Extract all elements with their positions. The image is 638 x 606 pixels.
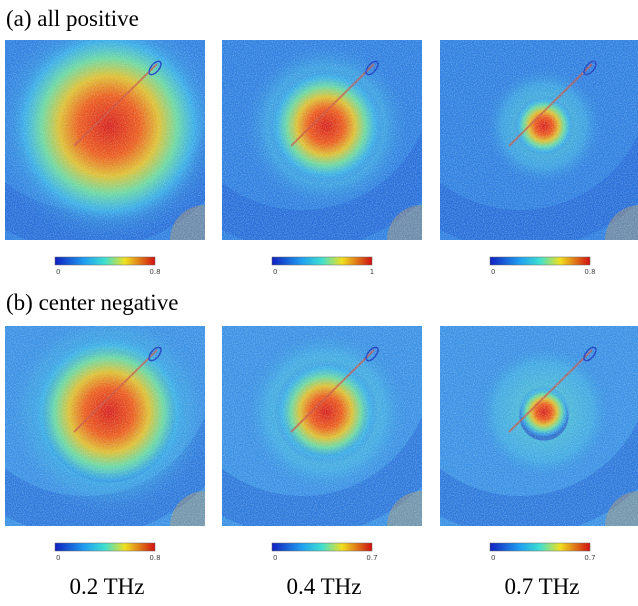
row-label: (b) center negative — [6, 290, 178, 315]
row-label: (a) all positive — [6, 6, 139, 31]
colorbar-min: 0 — [273, 554, 277, 562]
heatmap — [222, 40, 422, 240]
heatmap-panel: 0 0.7 — [440, 326, 638, 562]
colorbar-max: 1 — [370, 268, 374, 276]
colorbar-max: 0.7 — [366, 554, 377, 562]
heatmap-panel: 0 0.8 — [440, 40, 638, 276]
frequency-label: 0.4 THz — [287, 574, 362, 599]
colorbar-min: 0 — [491, 268, 495, 276]
noise — [5, 326, 205, 526]
colorbar — [271, 256, 373, 266]
colorbar-min: 0 — [56, 554, 60, 562]
heatmap — [222, 326, 422, 526]
noise — [5, 40, 205, 240]
frequency-label: 0.7 THz — [505, 574, 580, 599]
colorbar-max: 0.8 — [149, 554, 160, 562]
colorbar — [271, 542, 373, 552]
colorbar — [54, 256, 156, 266]
colorbar-max: 0.8 — [584, 268, 595, 276]
colorbar-min: 0 — [56, 268, 60, 276]
heatmap-panel: 0 0.8 — [5, 326, 205, 562]
heatmap — [5, 326, 205, 526]
colorbar-max: 0.8 — [149, 268, 160, 276]
heatmap — [5, 40, 205, 240]
colorbar — [489, 542, 591, 552]
noise — [440, 326, 638, 526]
colorbar-max: 0.7 — [584, 554, 595, 562]
noise — [440, 40, 638, 240]
heatmap-panel: 0 0.8 — [5, 40, 205, 276]
frequency-label: 0.2 THz — [70, 574, 145, 599]
heatmap — [440, 326, 638, 526]
noise — [222, 40, 422, 240]
colorbar — [489, 256, 591, 266]
colorbar — [54, 542, 156, 552]
heatmap — [440, 40, 638, 240]
colorbar-min: 0 — [491, 554, 495, 562]
heatmap-panel: 0 0.7 — [222, 326, 422, 562]
colorbar-min: 0 — [273, 268, 277, 276]
noise — [222, 326, 422, 526]
